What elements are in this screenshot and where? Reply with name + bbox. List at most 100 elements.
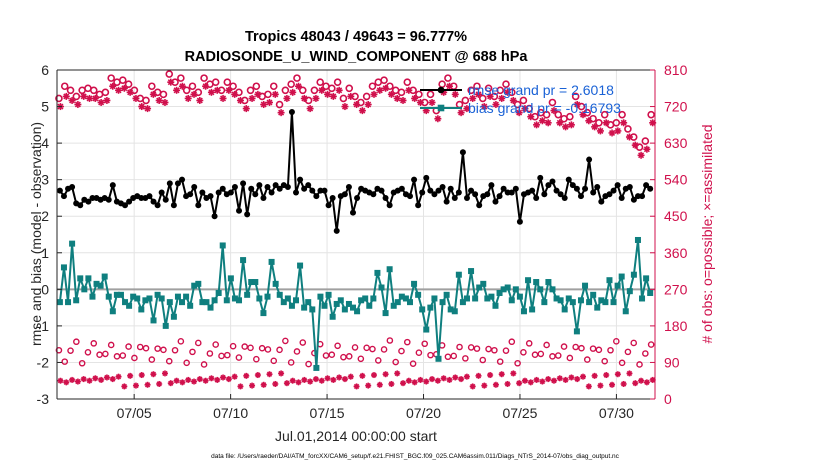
rmse-point — [419, 189, 426, 196]
bias-point — [634, 236, 641, 243]
rmse-point — [512, 185, 519, 192]
possible-marker-lower — [107, 341, 115, 349]
assimilated-marker — [80, 92, 88, 383]
possible-marker-lower — [253, 355, 260, 363]
rmse-point — [455, 189, 462, 196]
possible-marker — [444, 74, 452, 361]
bias-point — [305, 299, 312, 306]
possible-marker-lower — [165, 357, 173, 365]
bias-point — [480, 280, 487, 287]
axes — [56, 69, 656, 400]
plot-background — [57, 70, 655, 399]
assimilated-marker — [405, 86, 413, 384]
rmse-point — [439, 183, 446, 190]
bias-point — [170, 313, 177, 320]
bias-point — [516, 293, 523, 300]
assimilated-marker — [109, 82, 117, 383]
rmse-point — [398, 185, 405, 192]
rmse-point — [484, 191, 491, 198]
possible-marker — [542, 110, 551, 349]
bias-point — [162, 322, 169, 329]
possible-marker-lower — [194, 339, 202, 347]
rmse-point — [325, 202, 332, 209]
bias-point — [643, 275, 650, 282]
bias-point — [85, 275, 92, 282]
bias-point — [419, 306, 426, 313]
possible-marker-upper — [426, 90, 435, 99]
rmse-point — [630, 196, 637, 203]
possible-marker — [148, 82, 156, 363]
possible-marker — [647, 110, 655, 348]
y2-tick-label: 630 — [664, 135, 688, 151]
possible-marker — [362, 92, 371, 352]
bias-point — [288, 302, 295, 309]
possible-marker-lower — [293, 348, 301, 355]
bias-point — [541, 299, 548, 306]
possible-marker-upper — [281, 86, 290, 95]
assimilated-marker — [178, 82, 186, 386]
assimilated-marker — [155, 96, 163, 387]
possible-marker-upper — [473, 82, 481, 91]
possible-marker-upper — [246, 86, 255, 95]
rmse-point — [431, 191, 438, 198]
assimilated-marker — [341, 103, 349, 383]
assimilated-marker — [457, 109, 465, 383]
rmse-point — [557, 191, 564, 198]
possible-marker-lower — [595, 346, 603, 354]
possible-marker-upper — [415, 90, 423, 99]
possible-marker-upper — [484, 84, 493, 93]
rmse-point — [350, 209, 357, 216]
possible-marker-upper — [177, 74, 185, 82]
rmse-point — [313, 193, 320, 200]
possible-marker-lower — [467, 344, 475, 351]
assimilated-marker — [370, 90, 378, 379]
assimilated-marker — [312, 94, 320, 383]
rmse-point — [195, 202, 202, 209]
bias-point — [557, 297, 564, 304]
rmse-point — [447, 185, 454, 192]
possible-marker-lower — [456, 343, 463, 351]
possible-marker-upper — [182, 86, 191, 95]
possible-marker — [229, 82, 237, 350]
bias-point — [561, 306, 568, 313]
rmse-point — [187, 191, 194, 198]
possible-marker-lower — [340, 353, 347, 361]
possible-marker-lower — [136, 343, 144, 351]
bias-point — [211, 297, 218, 304]
possible-marker-upper — [159, 90, 168, 99]
rmse-point — [468, 187, 475, 194]
assimilated-marker — [161, 98, 169, 377]
rmse-point — [191, 183, 198, 190]
rmse-point — [553, 187, 560, 194]
bias-point — [60, 264, 67, 271]
assimilated-marker — [434, 115, 442, 384]
assimilated-marker — [614, 127, 622, 378]
possible-marker-upper — [165, 70, 174, 78]
possible-marker — [368, 82, 377, 353]
rmse-point — [594, 183, 601, 190]
bias-point — [411, 280, 418, 287]
possible-marker-upper — [211, 78, 220, 86]
possible-marker-lower — [647, 341, 655, 348]
possible-marker-upper — [72, 92, 81, 101]
rmse-point — [333, 227, 340, 234]
possible-marker-upper — [519, 96, 528, 105]
assimilated-marker — [277, 109, 285, 377]
possible-marker-lower — [415, 349, 423, 356]
possible-marker-upper — [566, 112, 574, 121]
bias-point — [439, 299, 446, 306]
possible-marker-lower — [554, 352, 562, 359]
possible-marker-lower — [491, 346, 498, 354]
possible-marker-upper — [397, 88, 406, 97]
possible-marker-lower — [642, 350, 649, 357]
possible-marker-lower — [206, 350, 214, 357]
rmse-point — [590, 189, 597, 196]
rmse-point — [154, 202, 161, 209]
possible-marker-lower — [351, 344, 359, 351]
assimilated-marker — [620, 119, 628, 387]
bias-point — [382, 310, 389, 317]
chart-title: Tropics 48043 / 49643 = 96.777% — [245, 29, 467, 45]
bias-point — [93, 280, 100, 287]
bias-point — [73, 297, 80, 304]
possible-marker — [264, 90, 272, 353]
